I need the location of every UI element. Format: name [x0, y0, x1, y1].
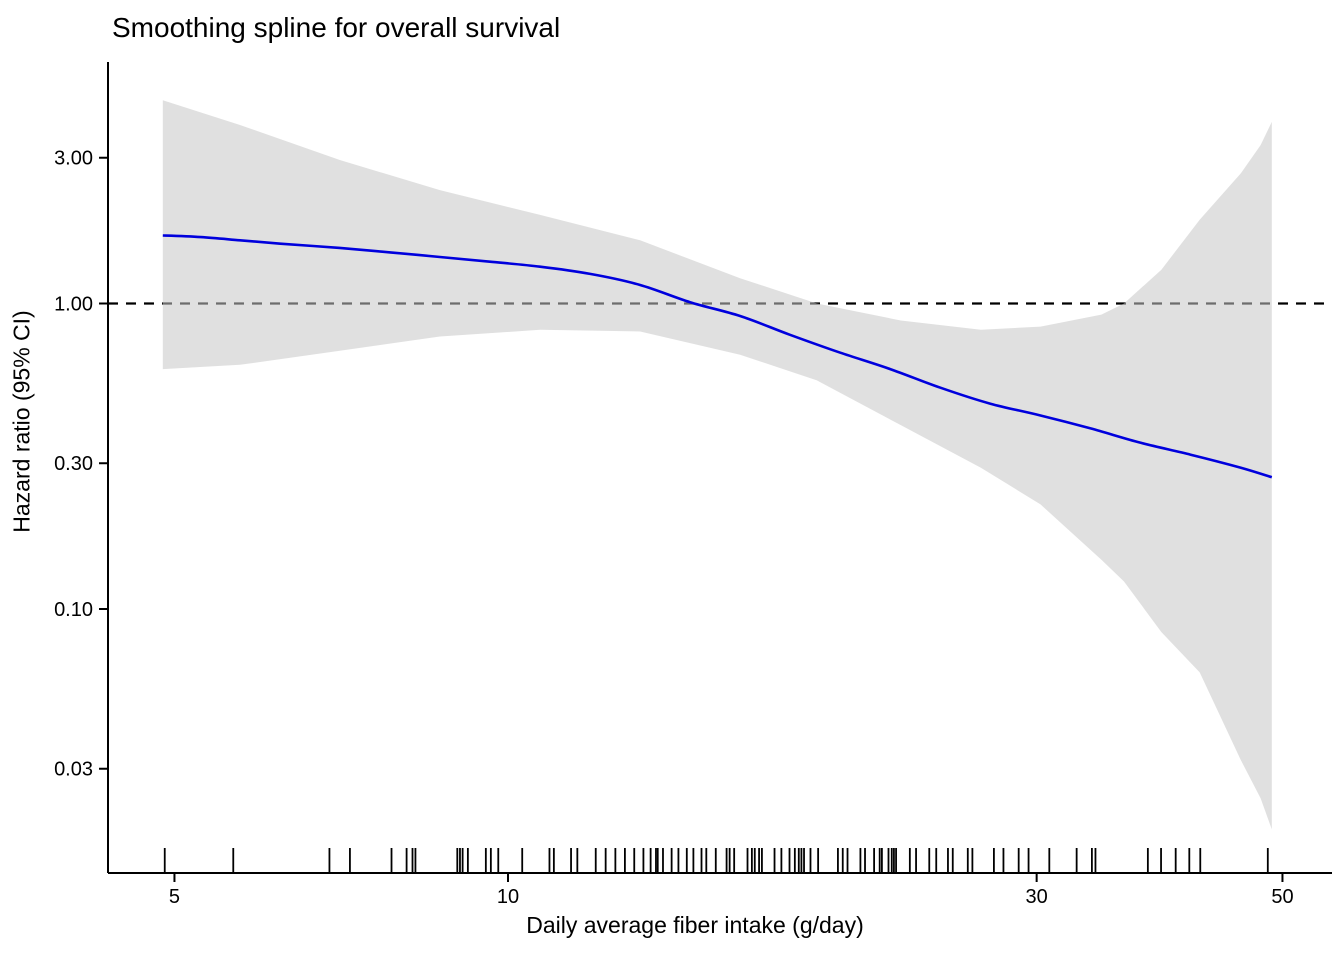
- x-tick-label: 50: [1271, 886, 1293, 908]
- y-tick-label: 1.00: [54, 294, 93, 316]
- plot-title: Smoothing spline for overall survival: [112, 12, 561, 43]
- y-tick-label: 3.00: [54, 148, 93, 170]
- y-tick-label: 0.03: [54, 759, 93, 781]
- spline-curve: [162, 234, 1273, 479]
- y-axis-label: Hazard ratio (95% CI): [8, 310, 35, 533]
- ci-band: [162, 100, 1272, 830]
- axis-ticks: 5 10 30 50 3.00 1.00 0.30 0.10 0.03: [54, 148, 1294, 908]
- x-tick-label: 30: [1026, 886, 1048, 908]
- x-tick-label: 5: [169, 886, 180, 908]
- x-tick-label: 10: [497, 886, 519, 908]
- axes: [107, 62, 1332, 874]
- rug-marks: [163, 848, 1269, 872]
- y-tick-label: 0.30: [54, 453, 93, 475]
- y-tick-label: 0.10: [54, 599, 93, 621]
- x-axis-label: Daily average fiber intake (g/day): [526, 912, 864, 938]
